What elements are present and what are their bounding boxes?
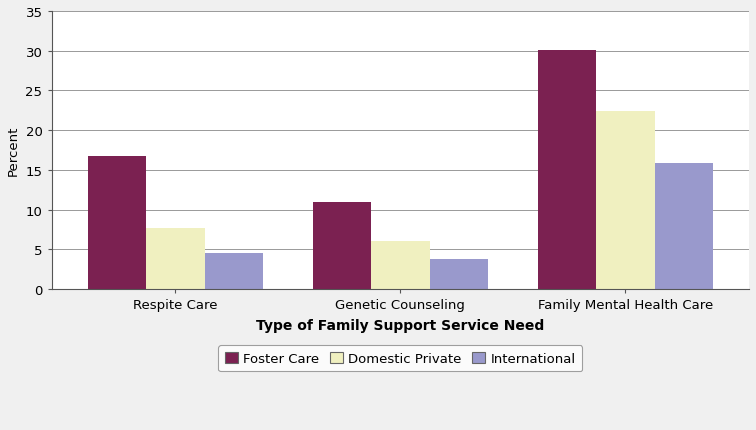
Bar: [655, 163, 713, 289]
Bar: [596, 112, 655, 289]
Bar: [146, 228, 205, 289]
X-axis label: Type of Family Support Service Need: Type of Family Support Service Need: [256, 318, 544, 332]
Bar: [371, 241, 429, 289]
Bar: [429, 259, 488, 289]
Legend: Foster Care, Domestic Private, International: Foster Care, Domestic Private, Internati…: [218, 345, 582, 372]
Bar: [312, 202, 371, 289]
Bar: [205, 254, 263, 289]
Bar: [88, 157, 146, 289]
Y-axis label: Percent: Percent: [7, 126, 20, 176]
Bar: [538, 51, 596, 289]
